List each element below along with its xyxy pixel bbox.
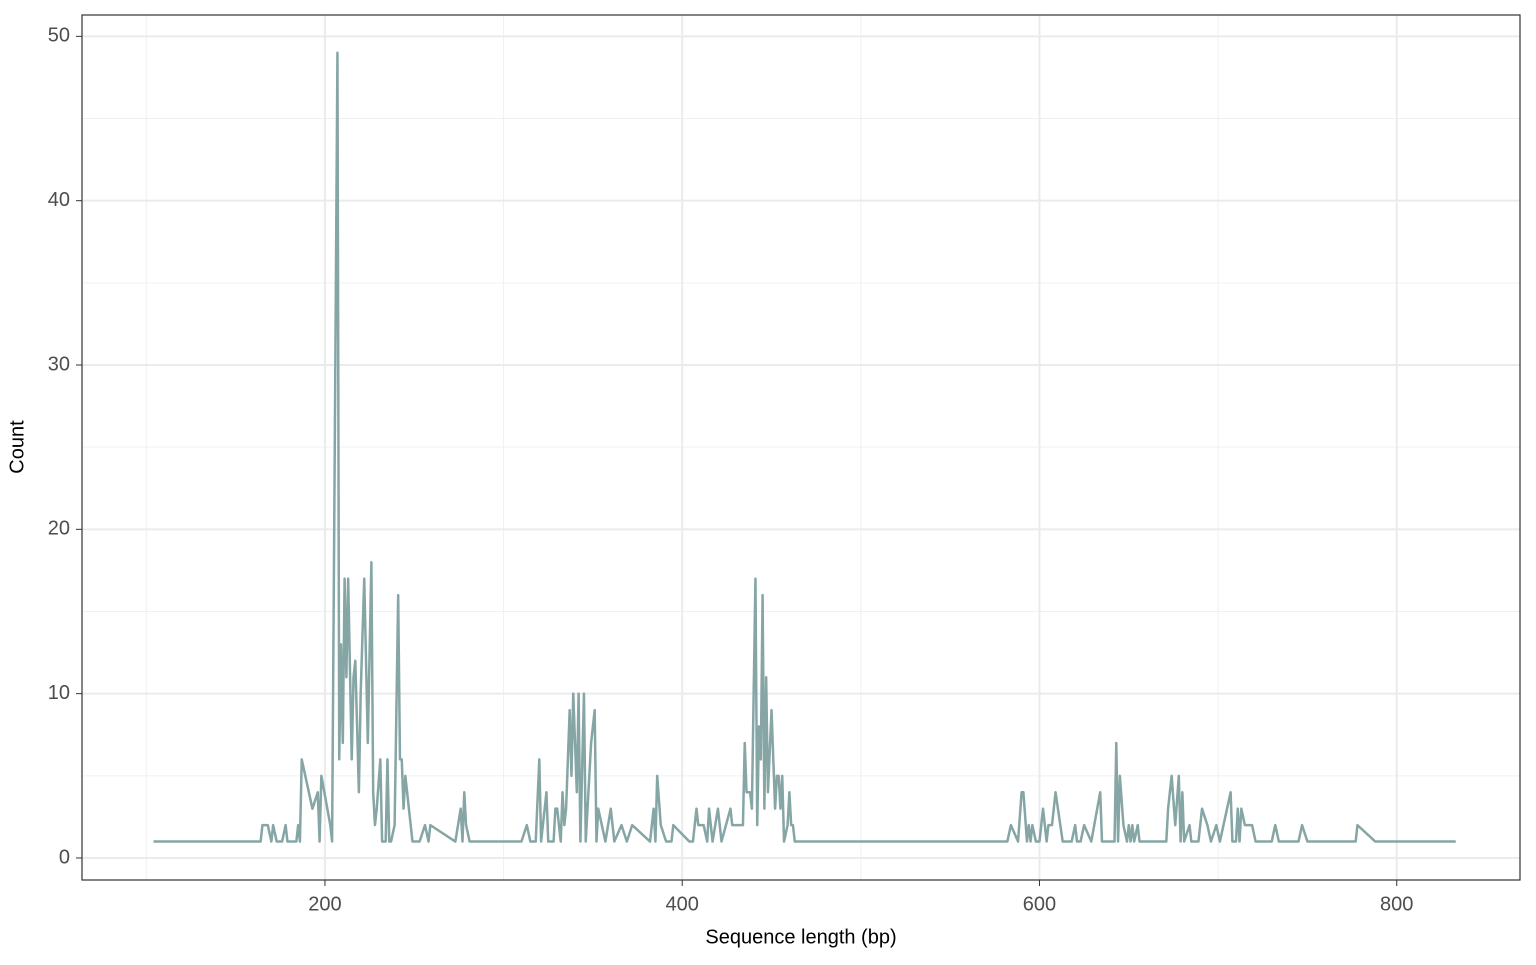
x-tick-label: 200 (308, 893, 341, 915)
y-tick-label: 20 (48, 518, 70, 540)
y-tick-label: 10 (48, 682, 70, 704)
x-tick-label: 400 (666, 893, 699, 915)
y-tick-label: 30 (48, 353, 70, 375)
plot-border (81, 14, 1521, 881)
data-line (153, 51, 1456, 843)
x-tick-label: 600 (1023, 893, 1056, 915)
y-tick-label: 40 (48, 189, 70, 211)
x-tick-label: 800 (1380, 893, 1413, 915)
y-tick-label: 50 (48, 25, 70, 47)
x-axis-title: Sequence length (bp) (705, 926, 896, 948)
y-tick-label: 0 (59, 846, 70, 868)
y-axis-title: Count (6, 420, 28, 474)
